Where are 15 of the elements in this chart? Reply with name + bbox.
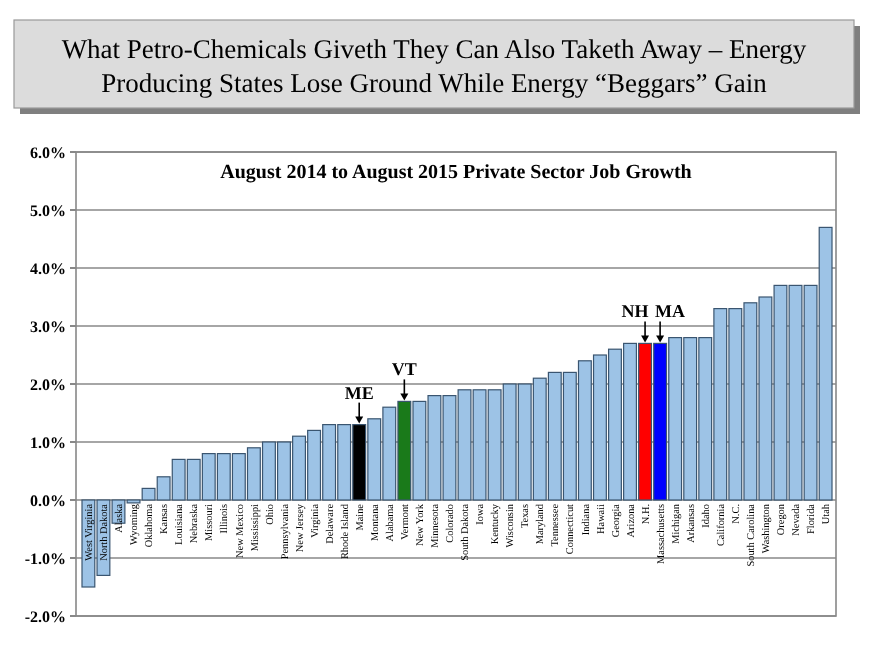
- y-tick-label: -1.0%: [24, 549, 66, 568]
- annotation: MA: [655, 301, 687, 322]
- y-tick-label: 1.0%: [30, 433, 66, 452]
- annotation: VT: [391, 359, 417, 380]
- chart-title: What Petro-Chemicals Giveth They Can Also Taketh Away – Energy Producing States Lose Ground While Energy “Beggars” Gain: [61, 34, 807, 98]
- y-tick-label: 4.0%: [30, 259, 66, 278]
- text: August 2014 to August 2015 Private Sector Job Growth: [220, 162, 693, 184]
- annotation: NH: [621, 301, 649, 322]
- y-tick-label: 2.0%: [30, 375, 66, 394]
- y-tick-label: 5.0%: [30, 201, 66, 220]
- y-tick-label: -2.0%: [24, 607, 66, 626]
- y-tick-label: 6.0%: [30, 143, 66, 162]
- annotation: ME: [344, 382, 374, 403]
- y-tick-label: 0.0%: [30, 491, 66, 510]
- y-tick-label: 3.0%: [30, 317, 66, 336]
